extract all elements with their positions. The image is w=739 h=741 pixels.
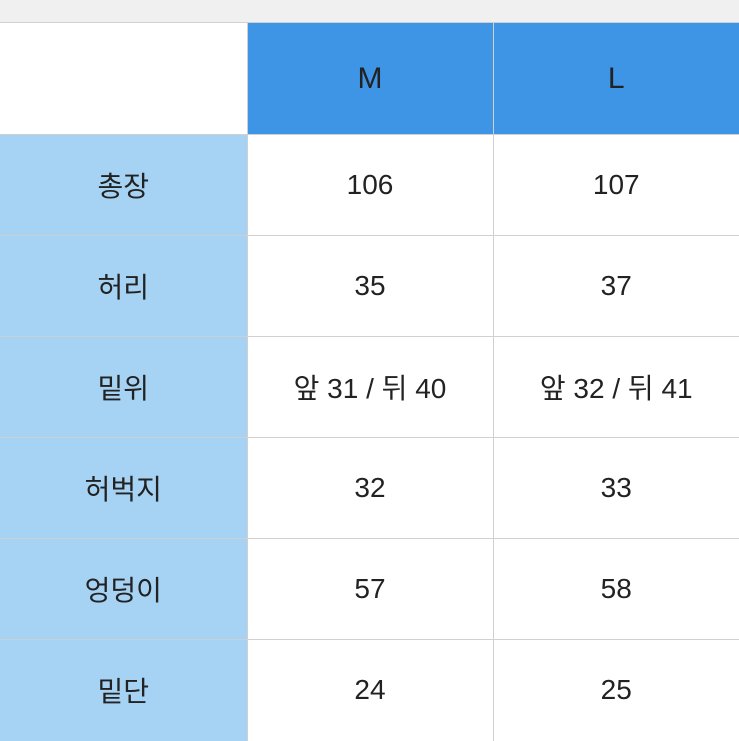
table-row: 허벅지3233 [0,438,739,539]
row-value: 107 [493,135,739,236]
row-label: 허리 [0,236,247,337]
table-row: 밑위앞 31 / 뒤 40앞 32 / 뒤 41 [0,337,739,438]
header-size-l: L [493,23,739,135]
row-value: 57 [247,539,493,640]
row-value: 33 [493,438,739,539]
table-row: 엉덩이5758 [0,539,739,640]
row-value: 24 [247,640,493,741]
size-table: M L 총장106107허리3537밑위앞 31 / 뒤 40앞 32 / 뒤 … [0,22,739,741]
row-value: 앞 31 / 뒤 40 [247,337,493,438]
row-label: 밑위 [0,337,247,438]
row-value: 앞 32 / 뒤 41 [493,337,739,438]
row-value: 32 [247,438,493,539]
row-value: 35 [247,236,493,337]
header-size-m: M [247,23,493,135]
row-value: 37 [493,236,739,337]
row-label: 허벅지 [0,438,247,539]
row-value: 106 [247,135,493,236]
header-blank [0,23,247,135]
header-row: M L [0,23,739,135]
row-label: 밑단 [0,640,247,741]
row-label: 총장 [0,135,247,236]
table-row: 총장106107 [0,135,739,236]
table-row: 허리3537 [0,236,739,337]
row-value: 58 [493,539,739,640]
row-label: 엉덩이 [0,539,247,640]
size-table-container: M L 총장106107허리3537밑위앞 31 / 뒤 40앞 32 / 뒤 … [0,0,739,739]
row-value: 25 [493,640,739,741]
table-row: 밑단2425 [0,640,739,741]
